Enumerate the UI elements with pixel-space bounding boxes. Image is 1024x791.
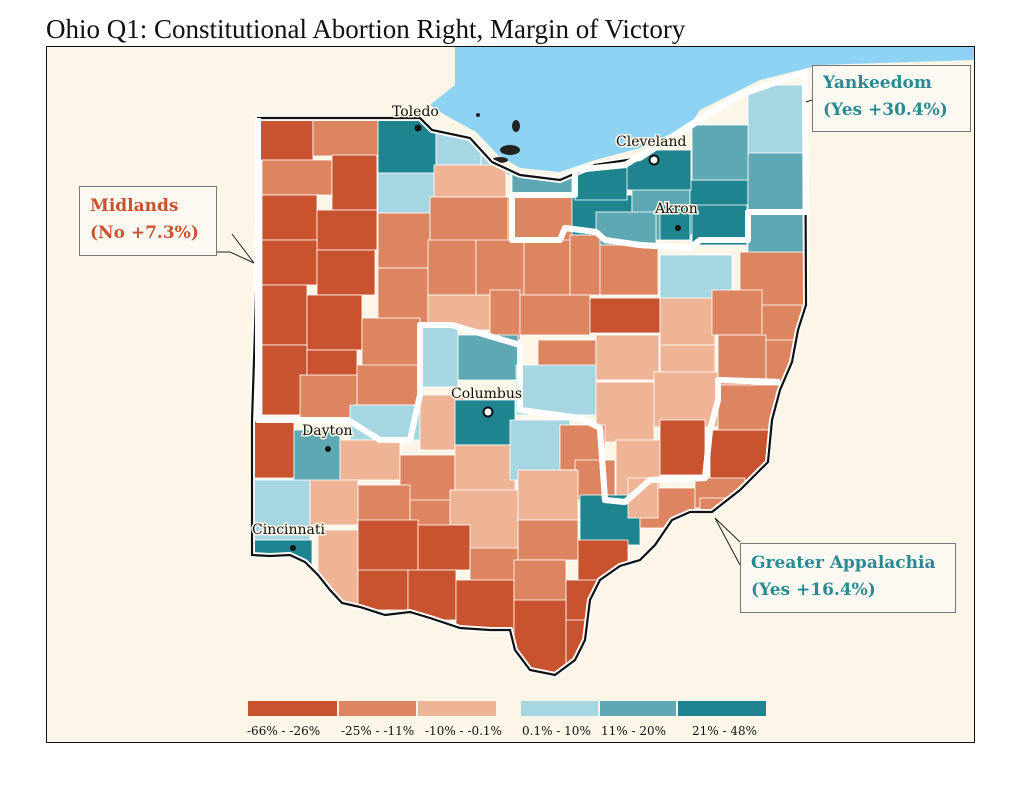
county [659,297,716,349]
county [377,172,435,214]
county [574,459,616,501]
region-result-midlands: (No +7.3%) [90,223,199,243]
county [261,239,318,286]
appalachia-leader [714,517,741,566]
yankeedom-leader [805,99,813,103]
county [454,399,516,446]
legend-label: 11% - 20% [601,724,667,738]
county [331,154,378,211]
columbus-marker [482,406,494,418]
county [377,212,431,269]
legend-swatch [418,701,496,716]
lake-erie [430,47,974,172]
callout-appalachia: Greater Appalachia (Yes +16.4%) [740,543,956,613]
county [691,124,749,181]
county [717,334,767,386]
toledo-marker [414,124,422,132]
legend-label: 0.1% - 10% [522,724,591,738]
county [659,204,691,241]
county [489,289,521,341]
county [711,289,763,336]
county [356,364,421,406]
county [312,117,379,157]
island [500,145,520,155]
legend-swatch [521,701,598,716]
legend-swatch [248,701,337,716]
county [709,429,771,483]
county [306,294,363,351]
legend-label: -25% - -11% [341,724,415,738]
county [316,249,376,296]
callout-midlands: Midlands (No +7.3%) [79,186,217,256]
county [507,196,581,243]
county [253,419,295,479]
cleveland-marker [648,154,660,166]
legend-swatch [678,701,766,716]
county [261,194,318,241]
county [523,239,571,296]
county [309,479,359,526]
region-name-appalachia: Greater Appalachia [751,553,936,573]
county [599,244,659,296]
county [261,159,333,196]
cities: Toledo Cleveland Akron Columbus Dayton C… [251,103,699,551]
county [595,334,660,381]
akron-marker [675,225,681,231]
county [515,364,597,416]
legend-swatch [600,701,676,716]
county [361,317,421,369]
county [659,419,706,476]
county [252,539,313,601]
map-title: Ohio Q1: Constitutional Abortion Right, … [46,14,686,44]
region-result-yankeedom: (Yes +30.4%) [823,100,948,120]
county [357,569,409,611]
island [476,113,480,117]
county [517,519,579,561]
county [433,164,507,198]
city-label-columbus: Columbus [451,386,522,402]
county [747,149,806,211]
dayton-marker [325,446,331,452]
cincinnati-marker [290,545,296,551]
county [589,297,661,334]
region-result-appalachia: (Yes +16.4%) [751,580,876,600]
county [261,284,308,346]
county [653,371,719,428]
city-label-cleveland: Cleveland [616,134,687,150]
city-label-toledo: Toledo [392,104,439,120]
callout-yankeedom: Yankeedom (Yes +30.4%) [812,65,971,132]
county [316,209,378,251]
legend-label: -10% - -0.1% [425,724,502,738]
legend-swatch [339,701,416,716]
region-name-yankeedom: Yankeedom [823,73,932,93]
county [377,267,429,324]
county [747,211,806,258]
city-label-dayton: Dayton [302,423,353,439]
island [512,120,520,132]
county [454,444,516,496]
city-label-akron: Akron [654,201,698,217]
county [427,239,477,296]
midlands-leader [213,251,255,264]
legend-label: -66% - -26% [247,724,321,738]
county [419,324,459,388]
county [595,381,655,443]
county [747,84,806,154]
county [417,524,471,571]
county [519,294,591,336]
county [513,559,567,606]
county [299,374,358,421]
county [513,599,567,675]
county [339,439,401,481]
county [517,469,579,521]
county [475,239,525,296]
midlands-leader-2 [231,233,255,264]
city-label-cincinnati: Cincinnati [252,522,326,538]
legend [248,701,766,716]
county [569,234,601,296]
legend-label: 21% - 48% [692,724,758,738]
county [257,117,314,161]
region-name-midlands: Midlands [90,196,179,216]
